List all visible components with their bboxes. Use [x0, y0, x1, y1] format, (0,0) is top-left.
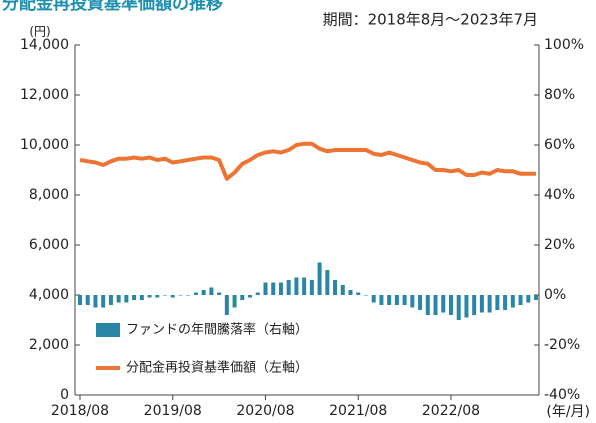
- bar: [232, 295, 237, 308]
- bar: [479, 295, 484, 313]
- bar: [325, 270, 330, 295]
- x-tick-label: 2020/08: [236, 403, 294, 419]
- bar: [101, 295, 106, 308]
- bar: [317, 262, 322, 295]
- bar: [124, 295, 129, 303]
- y-tick-label: 2,000: [29, 337, 69, 353]
- bar: [418, 295, 423, 310]
- bar: [163, 295, 168, 296]
- bar: [441, 295, 446, 313]
- chart-title: 分配金再投資基準価額の推移: [2, 0, 223, 14]
- bar: [240, 295, 245, 300]
- bar: [209, 287, 214, 295]
- bar: [356, 292, 361, 295]
- bar: [518, 295, 523, 305]
- bar: [186, 295, 191, 296]
- bar: [472, 295, 477, 315]
- bar: [340, 285, 345, 295]
- bar: [147, 295, 152, 298]
- y2-tick-label: 100%: [544, 37, 584, 53]
- legend-label: ファンドの年間騰落率（右軸）: [126, 322, 308, 338]
- bar: [286, 280, 291, 295]
- bar: [503, 295, 508, 310]
- bar: [278, 282, 283, 295]
- bar: [425, 295, 430, 315]
- y2-tick-label: 20%: [544, 237, 575, 253]
- bar: [263, 282, 268, 295]
- bar: [456, 295, 461, 320]
- bar: [510, 295, 515, 308]
- bar: [217, 292, 222, 295]
- bar: [255, 292, 260, 295]
- bar: [193, 292, 198, 295]
- bar: [363, 295, 368, 296]
- bar: [333, 280, 338, 295]
- bar: [402, 295, 407, 305]
- x-axis-unit: (年/月): [546, 404, 590, 420]
- bar: [387, 295, 392, 305]
- bar: [155, 295, 160, 298]
- bar: [526, 295, 531, 303]
- y-tick-label: 12,000: [20, 87, 69, 103]
- line: [79, 141, 536, 181]
- bar: [294, 277, 299, 295]
- bar: [139, 295, 144, 300]
- x-tick-label: 2021/08: [329, 403, 387, 419]
- bar: [132, 295, 137, 300]
- bar: [433, 295, 438, 315]
- chart-subtitle: 期間：2018年8月〜2023年7月: [323, 11, 538, 29]
- y-tick-label: 8,000: [29, 187, 69, 203]
- bar: [78, 295, 82, 305]
- bar: [534, 295, 538, 300]
- bar: [116, 295, 121, 303]
- bar: [93, 295, 98, 308]
- bar: [170, 295, 175, 298]
- y-tick-label: 10,000: [20, 137, 69, 153]
- bar: [302, 277, 307, 295]
- bar: [248, 295, 253, 298]
- bar: [464, 295, 469, 318]
- bar: [487, 295, 492, 313]
- bar: [224, 295, 229, 315]
- y-axis-unit: (円): [29, 25, 50, 39]
- bar: [379, 295, 384, 305]
- bar: [201, 290, 206, 295]
- y2-tick-label: 0%: [544, 287, 566, 303]
- y2-tick-label: -20%: [544, 337, 580, 353]
- bar: [108, 295, 113, 305]
- y2-tick-label: -40%: [544, 387, 580, 403]
- x-tick-label: 2018/08: [51, 403, 109, 419]
- bar: [394, 295, 399, 305]
- x-tick-label: 2019/08: [144, 403, 202, 419]
- legend-label: 分配金再投資基準価額（左軸）: [126, 360, 308, 376]
- bar: [178, 295, 183, 296]
- y-tick-label: 0: [60, 387, 69, 403]
- x-tick-label: 2022/08: [422, 403, 480, 419]
- bar: [410, 295, 415, 308]
- bar: [271, 282, 276, 295]
- legend-swatch: [96, 323, 120, 337]
- bar: [371, 295, 376, 303]
- y-tick-label: 6,000: [29, 237, 69, 253]
- bar: [448, 295, 453, 315]
- y2-tick-label: 80%: [544, 87, 575, 103]
- y2-tick-label: 60%: [544, 137, 575, 153]
- bar: [495, 295, 500, 310]
- bar: [309, 280, 314, 295]
- bar: [85, 295, 90, 305]
- y-tick-label: 14,000: [20, 37, 69, 53]
- bar: [348, 290, 353, 295]
- y-tick-label: 4,000: [29, 287, 69, 303]
- y2-tick-label: 40%: [544, 187, 575, 203]
